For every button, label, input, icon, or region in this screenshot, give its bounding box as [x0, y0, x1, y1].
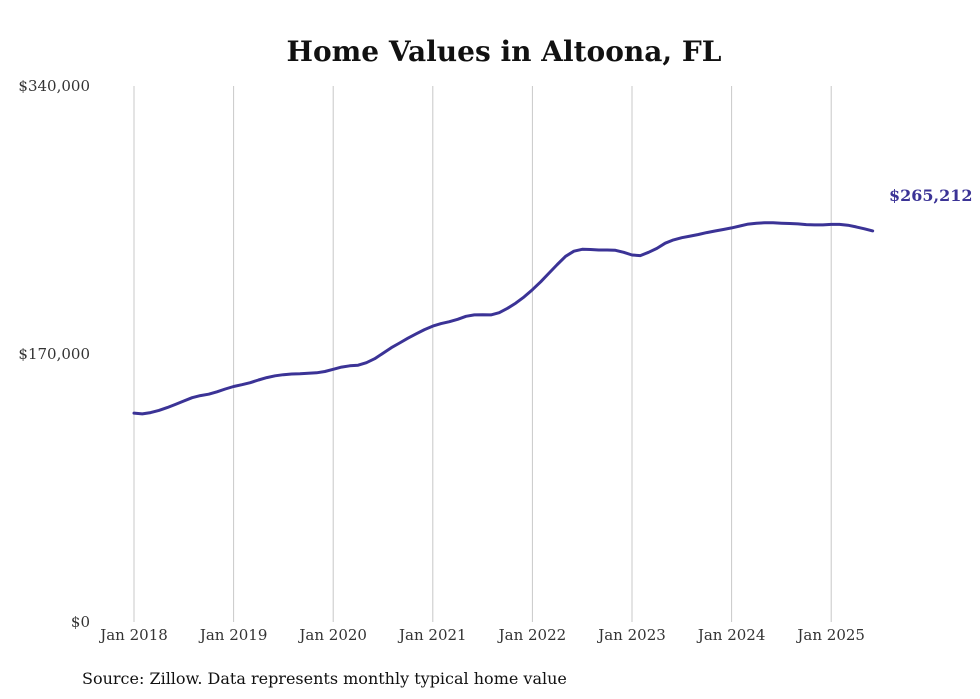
end-value-label: $265,212 — [889, 186, 973, 205]
x-tick-label: Jan 2019 — [198, 626, 268, 644]
series-lines — [132, 221, 875, 416]
x-tick-label: Jan 2025 — [795, 626, 865, 644]
y-tick-label: $340,000 — [18, 77, 90, 95]
x-axis-ticks: Jan 2018 Jan 2019 Jan 2020 Jan 2021 Jan 2022… — [98, 626, 865, 644]
chart-title: Home Values in Altoona, FL — [287, 35, 722, 68]
series-line-0 — [132, 221, 875, 416]
x-tick-label: Jan 2022 — [497, 626, 567, 644]
x-tick-label: Jan 2020 — [297, 626, 367, 644]
y-axis-ticks: $0 $170,000 $340,000 — [18, 77, 90, 631]
source-note: Source: Zillow. Data represents monthly … — [82, 669, 567, 688]
x-tick-label: Jan 2021 — [397, 626, 467, 644]
y-tick-label: $170,000 — [18, 345, 90, 363]
gridlines — [133, 86, 832, 622]
x-tick-label: Jan 2023 — [596, 626, 666, 644]
x-tick-label: Jan 2024 — [696, 626, 766, 644]
y-tick-label: $0 — [71, 613, 90, 631]
x-tick-label: Jan 2018 — [98, 626, 168, 644]
